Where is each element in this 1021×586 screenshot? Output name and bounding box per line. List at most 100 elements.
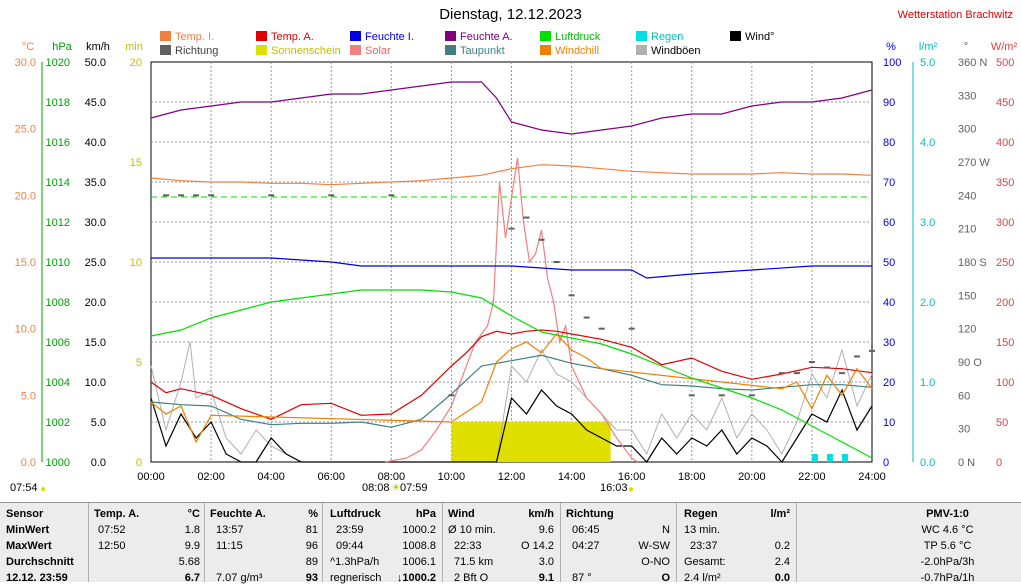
col-header: Sensor [6, 508, 44, 520]
y-tick-label: 350 [996, 177, 1014, 189]
sunrise-time: 07:54 [10, 482, 38, 494]
direction-point [553, 261, 560, 263]
row-label: Durchschnitt [6, 556, 74, 568]
y-tick-label: 0.0 [21, 457, 36, 469]
legend-swatch [256, 45, 267, 55]
direction-point [568, 294, 575, 297]
y-tick-label: 0.0 [920, 457, 935, 469]
series-line-temp--i- [150, 164, 873, 186]
y-tick-label: 5.0 [920, 57, 935, 69]
divider [442, 503, 443, 582]
cell-time: 07:52 [98, 524, 126, 536]
y-tick-label: 30 [958, 424, 970, 436]
direction-point [268, 194, 275, 197]
direction-point [838, 372, 845, 375]
divider [204, 503, 205, 582]
y-tick-label: 1008 [46, 297, 70, 309]
col-unit: l/m² [770, 508, 790, 520]
y-tick-label: 0 [996, 457, 1002, 469]
noon-time-right: 07:59 [400, 482, 428, 494]
col-unit: % [308, 508, 318, 520]
axis-unit-label: l/m² [919, 41, 938, 53]
axis-unit-label: min [125, 41, 143, 53]
direction-point [598, 327, 605, 330]
cell-time: 09:44 [336, 540, 364, 552]
legend-label: Temp. A. [271, 31, 314, 43]
legend-swatch [636, 45, 647, 55]
y-tick-label: 1002 [46, 417, 70, 429]
col-unit: hPa [415, 508, 436, 520]
summary-table: Sensor MinWert MaxWert Durchschnitt 12.1… [0, 502, 1021, 584]
cell-value: W-SW [638, 540, 670, 552]
direction-point [178, 194, 185, 197]
rain-bar [841, 454, 848, 462]
y-tick-label: 150 [958, 290, 976, 302]
chart-title: Dienstag, 12.12.2023 [439, 6, 582, 23]
cell-value: 0.2 [774, 540, 790, 552]
cell-value: 9.6 [538, 524, 554, 536]
direction-point [628, 327, 635, 330]
col-unit: °C [187, 508, 200, 520]
legend-swatch [160, 31, 171, 41]
legend-swatch [730, 31, 741, 41]
y-tick-label: 0 N [958, 457, 975, 469]
legend-label: Windchill [555, 45, 600, 57]
legend-label: Luftdruck [555, 31, 601, 43]
cell-time: 13 min. [684, 524, 721, 536]
cell-time: 04:27 [572, 540, 600, 552]
y-tick-label: 270 W [958, 157, 990, 169]
x-tick-label: 00:00 [137, 471, 165, 483]
y-tick-label: 250 [996, 257, 1014, 269]
direction-point [583, 316, 590, 319]
x-tick-label: 02:00 [197, 471, 225, 483]
y-tick-label: 50 [996, 417, 1008, 429]
series-line-taupunkt [150, 354, 873, 428]
cell-value: 1000.2 [402, 524, 436, 536]
y-tick-label: 70 [883, 177, 895, 189]
series-line-solar [385, 157, 639, 463]
legend-label: Regen [651, 31, 684, 43]
y-tick-label: 330 [958, 90, 976, 102]
cell-time: 7.07 g/m³ [216, 572, 263, 584]
divider [560, 503, 561, 582]
series-line-temp--a- [150, 329, 873, 420]
legend-item-windboeen: Windböen [636, 45, 701, 58]
legend-item-richtung: Richtung [160, 45, 218, 58]
axis-unit-label: ° [964, 41, 968, 53]
sun-times: 07:54 ● 08:08 ☀ 07:59 16:03 ● [0, 478, 1021, 495]
sunset-time: 16:03 [600, 482, 628, 494]
legend-label: Feuchte I. [365, 31, 414, 43]
y-tick-label: 25.0 [15, 124, 36, 136]
y-tick-label: 10 [883, 417, 895, 429]
cell-time: 71.5 km [454, 556, 494, 568]
direction-point [538, 238, 545, 241]
y-tick-label: 0.0 [91, 457, 106, 469]
x-tick-label: 24:00 [858, 471, 886, 483]
cell-time: Gesamt: [684, 556, 726, 568]
y-tick-label: 360 N [958, 57, 987, 69]
y-tick-label: 20 [883, 377, 895, 389]
y-tick-label: 5.0 [21, 390, 36, 402]
y-tick-label: 1020 [46, 57, 70, 69]
legend-label: Solar [365, 45, 391, 57]
cell-time: 2 Bft O [454, 572, 489, 584]
direction-point [193, 194, 200, 197]
col-header: Temp. A. [94, 508, 140, 520]
series-line-feuchte-i- [151, 257, 872, 279]
cell-value: O [661, 572, 670, 584]
direction-point [718, 394, 725, 397]
row-label: MaxWert [6, 540, 52, 552]
col-richtung: Richtung 06:45 N 04:27 W-SW O-NO 87 ° O [566, 506, 670, 584]
noon-sun-icon: ☀ [391, 482, 401, 494]
y-tick-label: 2.0 [920, 297, 935, 309]
y-tick-label: 1012 [46, 217, 70, 229]
x-tick-label: 08:00 [378, 471, 406, 483]
cell-time: 23:37 [690, 540, 718, 552]
y-tick-label: 20.0 [85, 297, 106, 309]
y-tick-label: 40.0 [85, 137, 106, 149]
legend-swatch [636, 31, 647, 41]
cell-value: 9.1 [538, 572, 554, 584]
direction-point [808, 361, 815, 363]
legend-item-regen: Regen [636, 31, 683, 44]
cell-value: ↓1000.2 [396, 572, 436, 584]
